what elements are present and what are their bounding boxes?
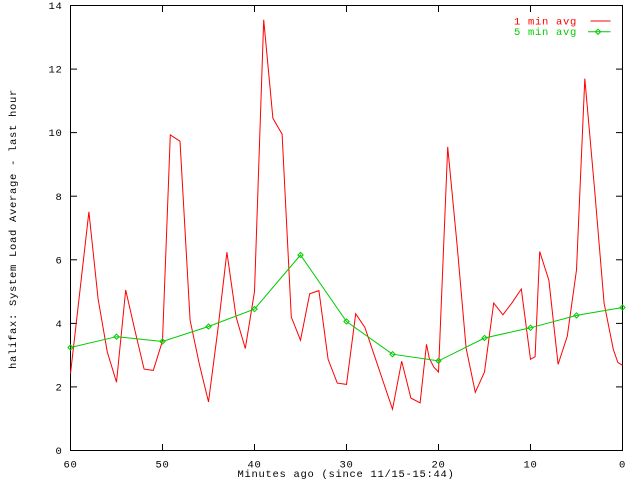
svg-text:10: 10 bbox=[48, 128, 62, 140]
svg-text:12: 12 bbox=[48, 65, 62, 77]
svg-text:60: 60 bbox=[63, 459, 77, 471]
svg-text:20: 20 bbox=[431, 459, 445, 471]
svg-text:14: 14 bbox=[48, 1, 62, 13]
svg-text:8: 8 bbox=[55, 192, 62, 204]
svg-text:50: 50 bbox=[155, 459, 169, 471]
svg-text:2: 2 bbox=[55, 383, 62, 395]
svg-text:10: 10 bbox=[523, 459, 537, 471]
svg-text:5 min avg: 5 min avg bbox=[514, 27, 577, 39]
svg-text:6: 6 bbox=[55, 255, 62, 267]
svg-text:30: 30 bbox=[339, 459, 353, 471]
svg-text:4: 4 bbox=[55, 319, 62, 331]
svg-text:1 min avg: 1 min avg bbox=[514, 17, 577, 29]
svg-text:halifax: System Load Average -: halifax: System Load Average - last hour bbox=[8, 89, 20, 369]
svg-text:0: 0 bbox=[55, 446, 62, 458]
svg-text:40: 40 bbox=[247, 459, 261, 471]
svg-text:Minutes ago (since 11/15-15:44: Minutes ago (since 11/15-15:44) bbox=[237, 469, 454, 480]
svg-text:0: 0 bbox=[619, 459, 626, 471]
